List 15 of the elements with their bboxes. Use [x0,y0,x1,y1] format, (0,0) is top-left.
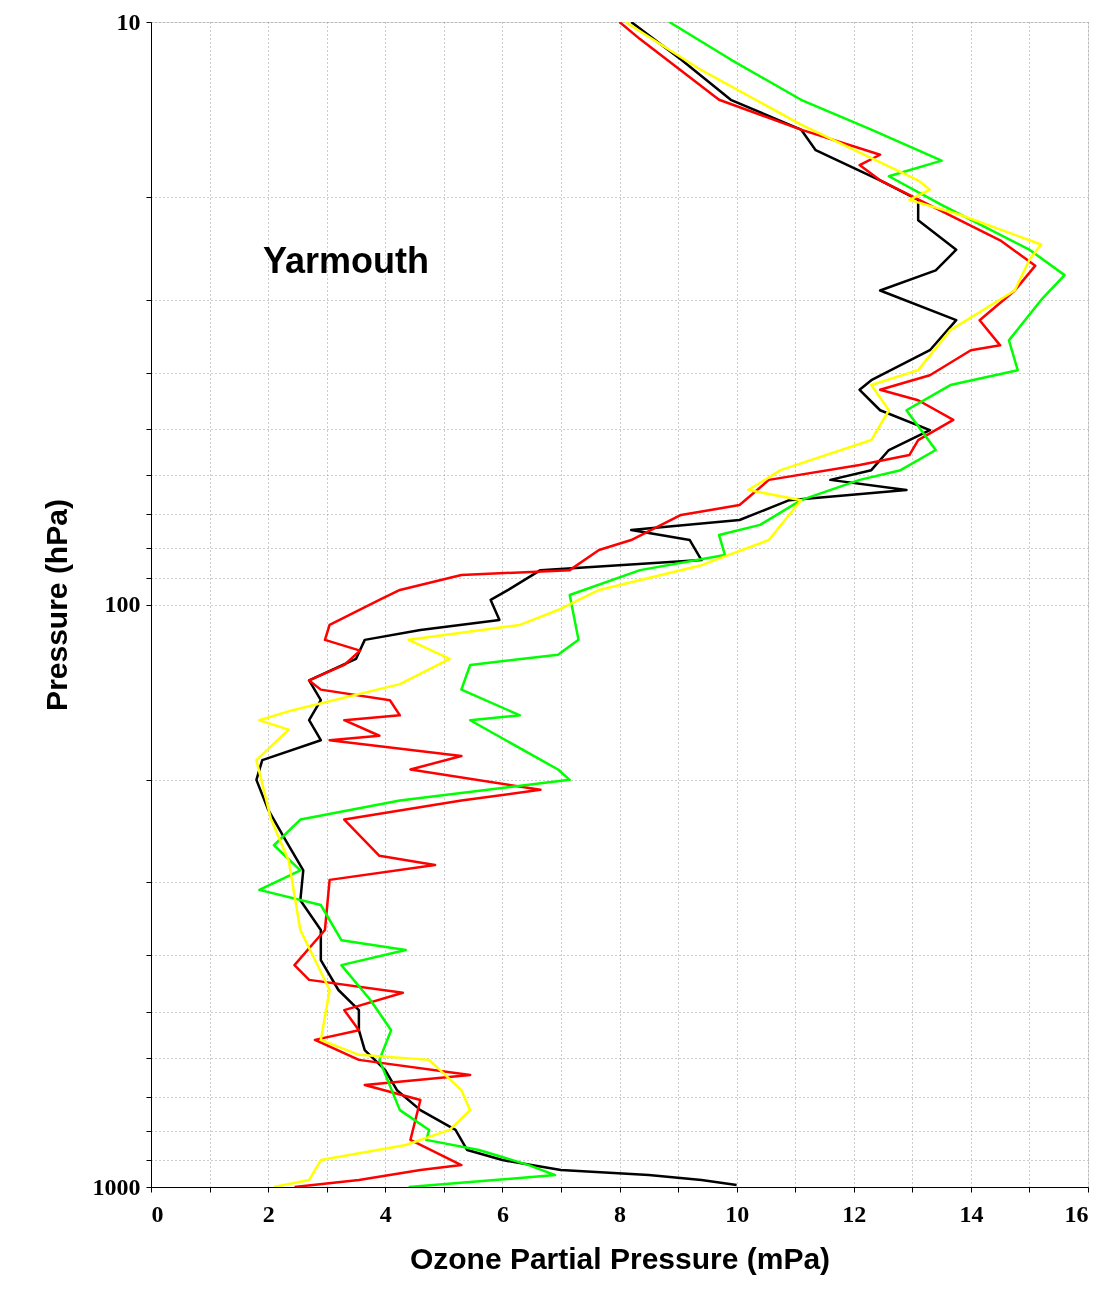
x-tick-label: 8 [614,1200,626,1227]
x-tick-label: 6 [496,1200,509,1227]
x-tick-label: 16 [1064,1200,1089,1227]
x-tick-label: 14 [959,1200,984,1227]
x-tick-label: 12 [842,1200,867,1227]
x-axis-title: Ozone Partial Pressure (mPa) [409,1241,831,1275]
annotation: Yarmouth [263,240,430,281]
x-tick-label: 2 [262,1200,275,1227]
y-tick-label: 1000 [92,1173,141,1200]
x-tick-label: 4 [379,1200,392,1227]
x-tick-label: 10 [725,1200,750,1227]
x-tick-label: 0 [151,1200,164,1227]
y-tick-label: 100 [104,591,141,617]
y-tick-label: 10 [116,8,141,35]
y-axis-title: Pressure (hPa) [39,499,73,711]
